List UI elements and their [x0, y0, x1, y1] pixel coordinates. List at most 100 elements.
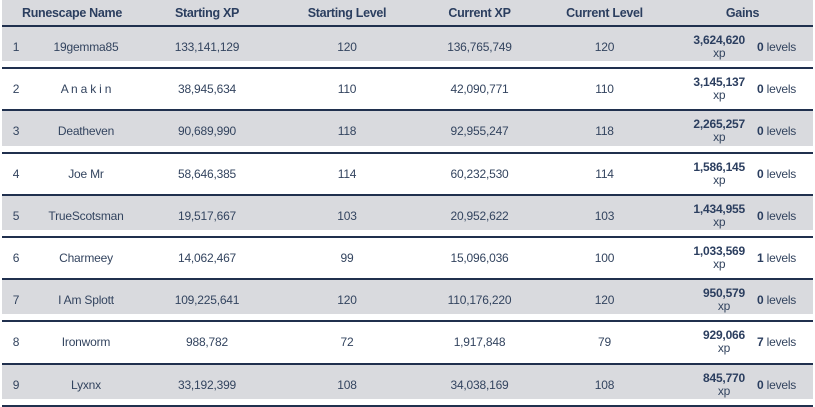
- gains-xp-value: 2,265,257: [693, 117, 745, 132]
- gains-xp-value: 1,586,145: [693, 159, 745, 174]
- rank-cell: 3: [12, 124, 20, 139]
- gains-xp-value: 1,434,955: [693, 201, 745, 216]
- current-level-cell: 110: [595, 82, 614, 97]
- gains-cell: 845,770 xp 0 levels: [672, 370, 813, 398]
- starting-level-cell: 103: [337, 208, 357, 223]
- current-level-cell: 120: [594, 40, 615, 55]
- gains-xp-block: 2,265,257 xp: [693, 118, 745, 144]
- gains-xp-unit: xp: [717, 299, 731, 314]
- gains-cell: 1,033,569 xp 1 levels: [672, 245, 813, 271]
- gains-xp-unit: xp: [713, 130, 726, 145]
- player-name-cell: Joe Mr: [68, 166, 104, 181]
- gains-levels-unit: levels: [766, 251, 797, 266]
- table-row[interactable]: 5 TrueScotsman 19,517,667 103 20,952,622…: [2, 195, 813, 238]
- gains-levels-unit: levels: [766, 377, 797, 392]
- gains-cell: 3,624,620 xp 0 levels: [672, 34, 813, 60]
- starting-level-cell: 120: [337, 40, 357, 55]
- player-name-cell: Lyxnx: [71, 377, 101, 392]
- gains-xp-block: 1,586,145 xp: [693, 159, 745, 187]
- rank-cell: 2: [12, 82, 20, 97]
- rank-cell: 5: [12, 208, 20, 223]
- rank-cell: 1: [12, 40, 20, 55]
- gains-cell: 1,586,145 xp 0 levels: [672, 159, 813, 187]
- table-row[interactable]: 3 Deatheven 90,689,990 118 92,955,247 11…: [2, 111, 813, 154]
- current-xp-cell: 60,232,530: [450, 166, 509, 181]
- player-name-cell: 19gemma85: [53, 40, 119, 55]
- current-level-cell: 100: [594, 251, 615, 266]
- gains-levels-block: 0 levels: [757, 40, 803, 54]
- starting-level-cell: 99: [340, 251, 354, 266]
- table-row[interactable]: 6 Charmeey 14,062,467 99 15,096,036 100 …: [2, 237, 813, 281]
- rank-cell: 9: [12, 377, 20, 392]
- current-level-cell: 79: [598, 335, 611, 350]
- starting-level-cell: 118: [337, 124, 357, 139]
- gains-levels-block: 0 levels: [757, 82, 803, 96]
- header-cell-gains[interactable]: Gains: [725, 5, 760, 20]
- gains-cell: 3,145,137 xp 0 levels: [672, 76, 813, 102]
- current-level-cell: 103: [594, 208, 615, 223]
- current-xp-cell: 136,765,749: [447, 40, 512, 55]
- gains-cell: 1,434,955 xp 0 levels: [672, 201, 813, 229]
- gains-levels-value: 7: [757, 335, 764, 350]
- gains-xp-block: 1,434,955 xp: [693, 201, 745, 229]
- gains-xp-unit: xp: [713, 46, 726, 61]
- current-level-cell: 118: [595, 124, 614, 139]
- gains-levels-unit: levels: [766, 335, 797, 350]
- current-level-cell: 114: [595, 166, 614, 181]
- current-level-cell: 120: [594, 293, 615, 308]
- header-cell-current-xp[interactable]: Current XP: [448, 5, 511, 20]
- current-level-cell: 108: [594, 377, 615, 392]
- header-cell-starting-level[interactable]: Starting Level: [307, 5, 387, 20]
- table-row[interactable]: 9 Lyxnx 33,192,399 108 34,038,169 108 84…: [2, 364, 813, 407]
- starting-xp-cell: 988,782: [186, 335, 228, 350]
- gains-cell: 950,579 xp 0 levels: [672, 287, 813, 313]
- starting-xp-cell: 19,517,667: [177, 208, 237, 223]
- gains-cell: 929,066 xp 7 levels: [672, 329, 813, 355]
- gains-levels-value: 1: [757, 251, 764, 266]
- gains-xp-value: 950,579: [703, 286, 745, 301]
- gains-xp-unit: xp: [713, 257, 726, 272]
- gains-levels-block: 0 levels: [757, 209, 803, 223]
- starting-xp-cell: 38,945,634: [177, 82, 237, 97]
- gains-xp-value: 1,033,569: [693, 244, 745, 259]
- gains-levels-value: 0: [757, 208, 764, 223]
- current-xp-cell: 34,038,169: [450, 377, 509, 392]
- gains-xp-block: 3,624,620 xp: [693, 34, 745, 60]
- table-body: 1 19gemma85 133,141,129 120 136,765,749 …: [2, 27, 813, 407]
- current-xp-cell: 20,952,622: [450, 208, 509, 223]
- starting-xp-cell: 58,646,385: [177, 166, 237, 181]
- table-row[interactable]: 1 19gemma85 133,141,129 120 136,765,749 …: [2, 27, 813, 70]
- current-xp-cell: 92,955,247: [450, 124, 509, 139]
- gains-xp-block: 950,579 xp: [703, 287, 745, 313]
- gains-levels-value: 0: [757, 82, 764, 97]
- header-cell-runescape-name[interactable]: Runescape Name: [21, 5, 122, 20]
- gains-levels-block: 1 levels: [757, 251, 803, 265]
- gains-levels-value: 0: [757, 377, 764, 392]
- table-row[interactable]: 7 I Am Splott 109,225,641 120 110,176,22…: [2, 280, 813, 323]
- gains-xp-value: 845,770: [703, 370, 745, 385]
- starting-level-cell: 114: [337, 166, 357, 181]
- starting-xp-cell: 90,689,990: [177, 124, 237, 139]
- header-cell-current-level[interactable]: Current Level: [566, 5, 643, 20]
- table-row[interactable]: 4 Joe Mr 58,646,385 114 60,232,530 114 1…: [2, 153, 813, 196]
- player-name-cell: Ironworm: [61, 335, 111, 350]
- player-name-cell: I Am Splott: [58, 293, 114, 308]
- gains-levels-block: 0 levels: [757, 167, 803, 181]
- starting-xp-cell: 14,062,467: [177, 251, 237, 266]
- current-xp-cell: 42,090,771: [450, 82, 509, 97]
- gains-xp-unit: xp: [713, 214, 726, 229]
- starting-level-cell: 110: [337, 82, 357, 97]
- rank-cell: 7: [12, 293, 20, 308]
- gains-levels-block: 0 levels: [757, 293, 803, 307]
- gains-xp-unit: xp: [713, 88, 726, 103]
- header-cell-starting-xp[interactable]: Starting XP: [174, 5, 240, 20]
- table-row[interactable]: 8 Ironworm 988,782 72 1,917,848 79 929,0…: [2, 322, 813, 365]
- gains-levels-value: 0: [757, 124, 764, 139]
- starting-level-cell: 72: [340, 335, 354, 350]
- gains-levels-unit: levels: [766, 82, 797, 97]
- starting-xp-cell: 33,192,399: [177, 377, 237, 392]
- table-row[interactable]: 2 A n a k i n 38,945,634 110 42,090,771 …: [2, 69, 813, 112]
- starting-level-cell: 120: [337, 293, 357, 308]
- player-name-cell: Deatheven: [57, 124, 115, 139]
